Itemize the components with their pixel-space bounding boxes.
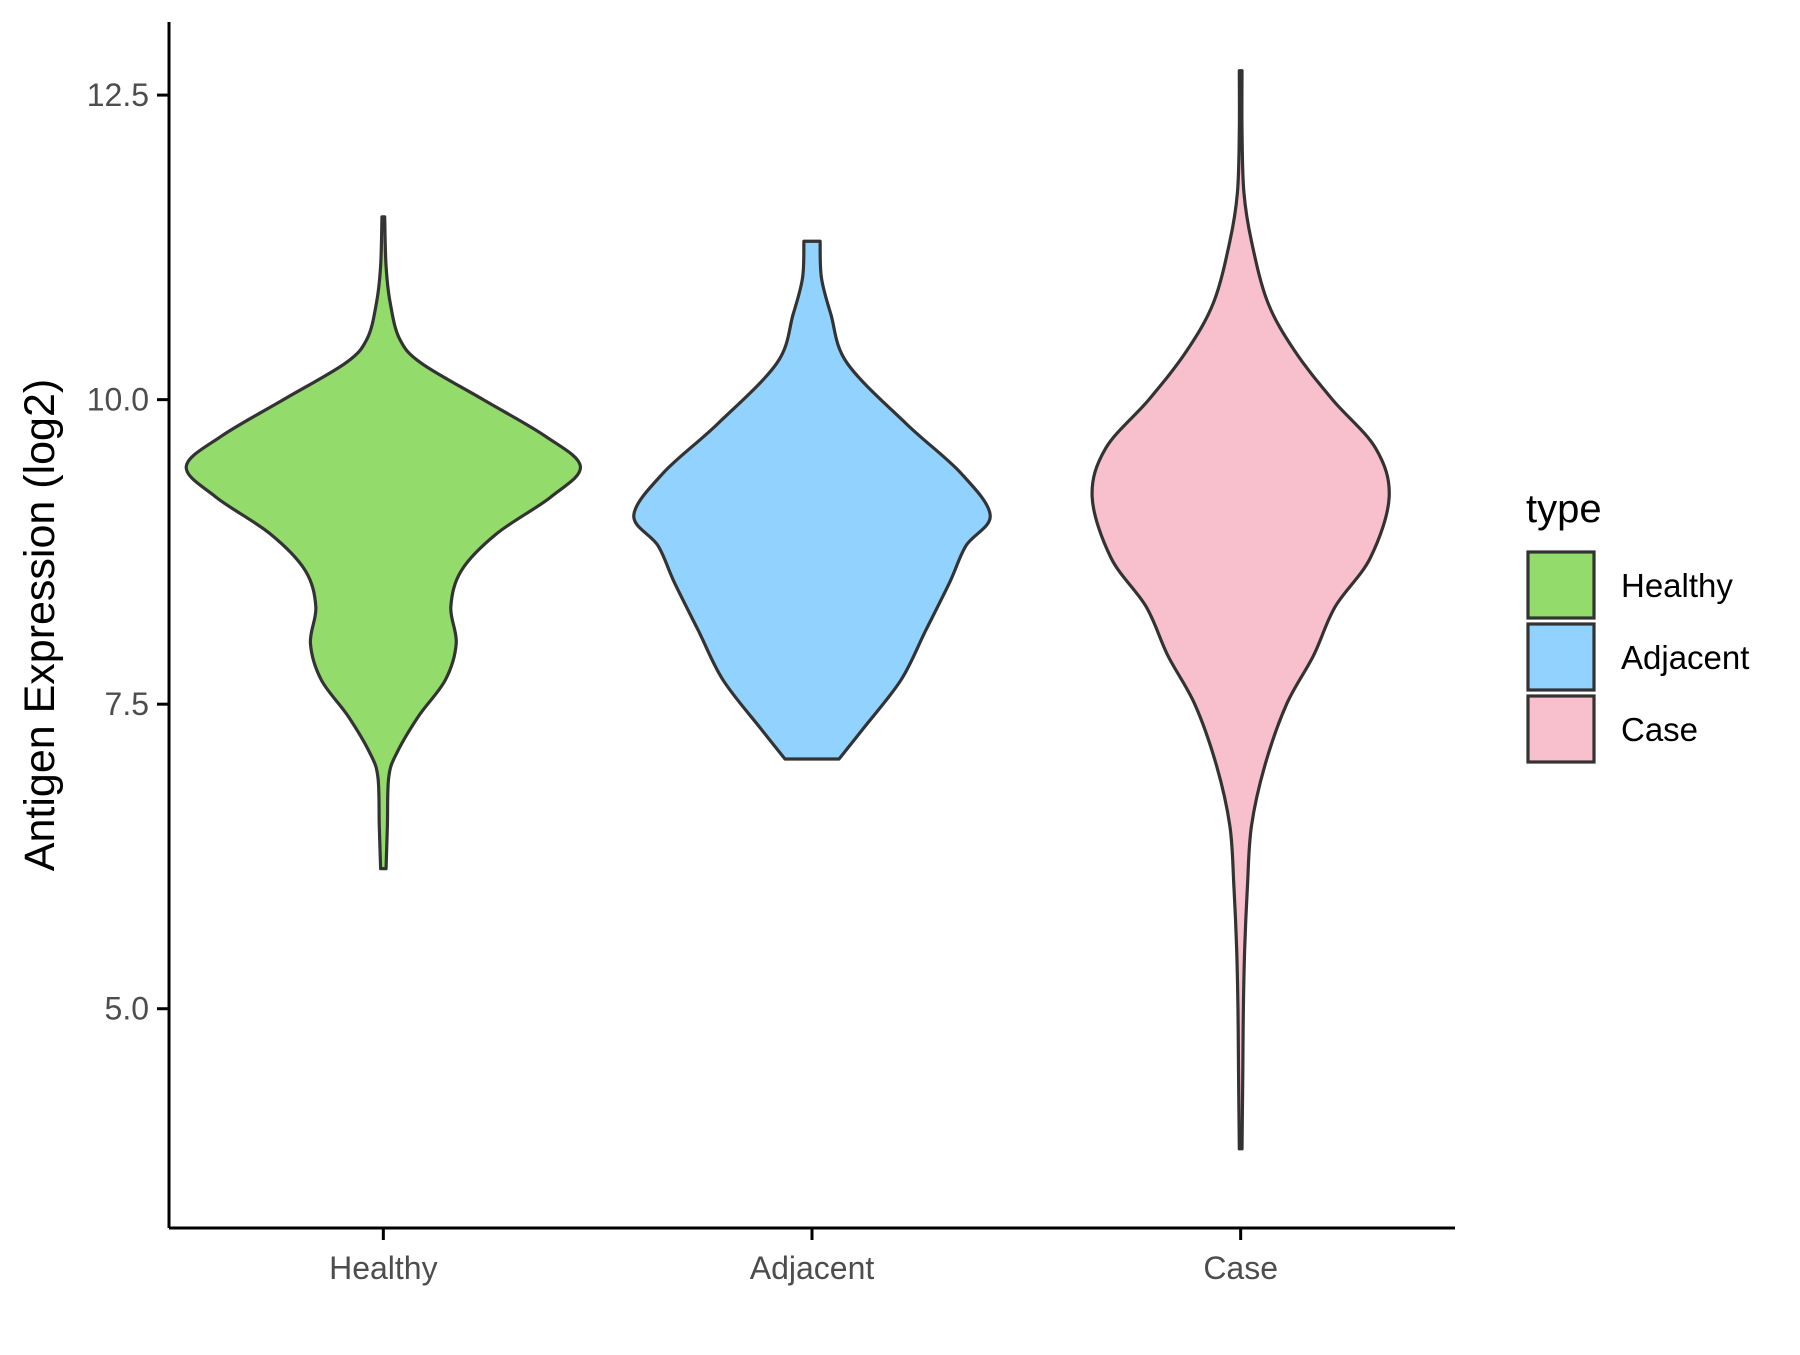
violin-layer — [184, 69, 1391, 1151]
violin-healthy — [184, 215, 583, 871]
legend-key-adjacent — [1526, 622, 1596, 692]
x-ticks: Healthy Adjacent Case — [329, 1228, 1278, 1286]
x-tick-label: Adjacent — [750, 1250, 875, 1286]
x-tick-label: Healthy — [329, 1250, 438, 1286]
y-tick-label: 12.5 — [87, 77, 149, 113]
violin-case — [1090, 69, 1391, 1151]
legend-title: type — [1526, 487, 1602, 531]
legend-label-healthy: Healthy — [1621, 567, 1733, 604]
y-tick-label: 10.0 — [87, 382, 149, 418]
legend-label-case: Case — [1621, 711, 1698, 748]
legend-label-adjacent: Adjacent — [1621, 639, 1749, 676]
legend-key-healthy — [1526, 550, 1596, 620]
legend-items: Healthy Adjacent Case — [1526, 550, 1749, 764]
x-tick-label: Case — [1203, 1250, 1278, 1286]
violin-adjacent — [632, 239, 992, 761]
y-tick-label: 7.5 — [105, 686, 149, 722]
y-axis-title: Antigen Expression (log2) — [16, 379, 64, 871]
y-ticks: 5.0 7.5 10.0 12.5 — [87, 77, 169, 1027]
y-tick-label: 5.0 — [105, 991, 149, 1027]
legend: type Healthy Adjacent Case — [1526, 487, 1749, 764]
legend-key-case — [1526, 694, 1596, 764]
